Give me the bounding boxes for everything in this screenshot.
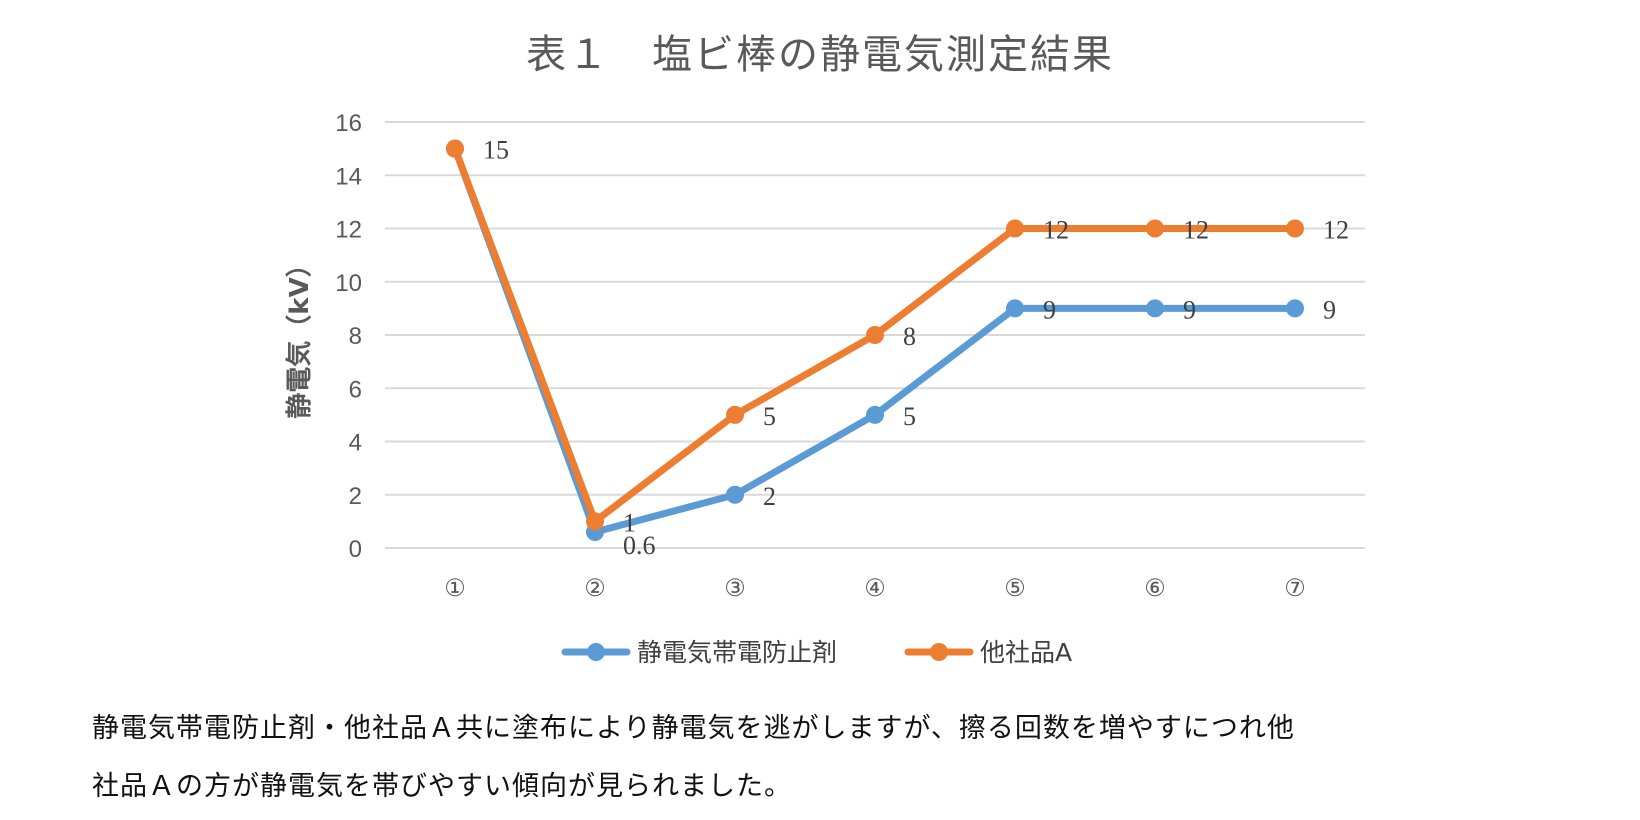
series-1-point <box>866 326 884 344</box>
data-label: 12 <box>1043 216 1069 245</box>
legend-label: 静電気帯電防止剤 <box>637 638 837 667</box>
data-label: 15 <box>483 136 509 165</box>
data-label: 2 <box>763 482 776 511</box>
series-0-point <box>1286 299 1304 318</box>
x-tick-label: ⑥ <box>1144 574 1166 602</box>
series-group <box>446 139 1304 542</box>
data-label: 9 <box>1183 295 1196 324</box>
x-axis-categories: ① ② ③ ④ ⑤ ⑥ ⑦ <box>444 574 1306 602</box>
series-0-point <box>1006 299 1024 318</box>
data-label: 5 <box>903 402 916 431</box>
y-axis-label: 静電気（kV） <box>284 251 315 418</box>
series-1-point <box>1006 219 1024 238</box>
data-label: 9 <box>1323 295 1336 324</box>
data-label: 12 <box>1183 216 1209 245</box>
caption: 静電気帯電防止剤・他社品Ａ共に塗布により静電気を逃がしますが、擦る回数を増やすに… <box>92 700 1592 816</box>
series-0-point <box>726 485 744 504</box>
chart-title: 表１ 塩ビ棒の静電気測定結果 <box>526 32 1114 78</box>
caption-line-1: 静電気帯電防止剤・他社品Ａ共に塗布により静電気を逃がしますが、擦る回数を増やすに… <box>92 713 1295 744</box>
x-tick-label: ⑦ <box>1284 574 1306 602</box>
series-0-point <box>866 405 884 424</box>
y-tick-label: 14 <box>335 163 362 190</box>
series-1-point <box>446 139 464 158</box>
x-tick-label: ③ <box>724 574 746 602</box>
y-tick-label: 12 <box>335 217 362 244</box>
series-1-point <box>1146 219 1164 238</box>
y-tick-label: 8 <box>349 323 362 350</box>
y-tick-label: 2 <box>349 483 362 510</box>
y-tick-label: 0 <box>349 536 362 563</box>
data-label: 9 <box>1043 295 1056 324</box>
x-tick-label: ④ <box>864 574 886 602</box>
y-tick-label: 10 <box>335 270 362 297</box>
data-label: 5 <box>763 402 776 431</box>
legend-label: 他社品A <box>980 638 1072 667</box>
series-0-point <box>1146 299 1164 318</box>
x-tick-label: ① <box>444 574 466 602</box>
data-label: 0.6 <box>623 531 656 560</box>
series-1-point <box>1286 219 1304 238</box>
data-label: 1 <box>623 508 636 537</box>
x-tick-label: ② <box>584 574 606 602</box>
y-tick-label: 16 <box>335 110 362 137</box>
legend-marker-1 <box>930 643 948 661</box>
y-tick-label: 4 <box>349 430 362 457</box>
caption-line-2: 社品Ａの方が静電気を帯びやすい傾向が見られました。 <box>92 771 792 802</box>
x-tick-label: ⑤ <box>1004 574 1026 602</box>
legend-marker-0 <box>587 643 605 661</box>
y-axis-ticks: 0 2 4 6 8 10 12 14 16 <box>335 110 362 563</box>
legend: 静電気帯電防止剤 他社品A <box>561 638 1072 667</box>
series-1-point <box>726 405 744 424</box>
data-label: 8 <box>903 322 916 351</box>
series-1-point <box>586 512 604 531</box>
data-label: 12 <box>1323 216 1349 245</box>
y-tick-label: 6 <box>349 376 362 403</box>
